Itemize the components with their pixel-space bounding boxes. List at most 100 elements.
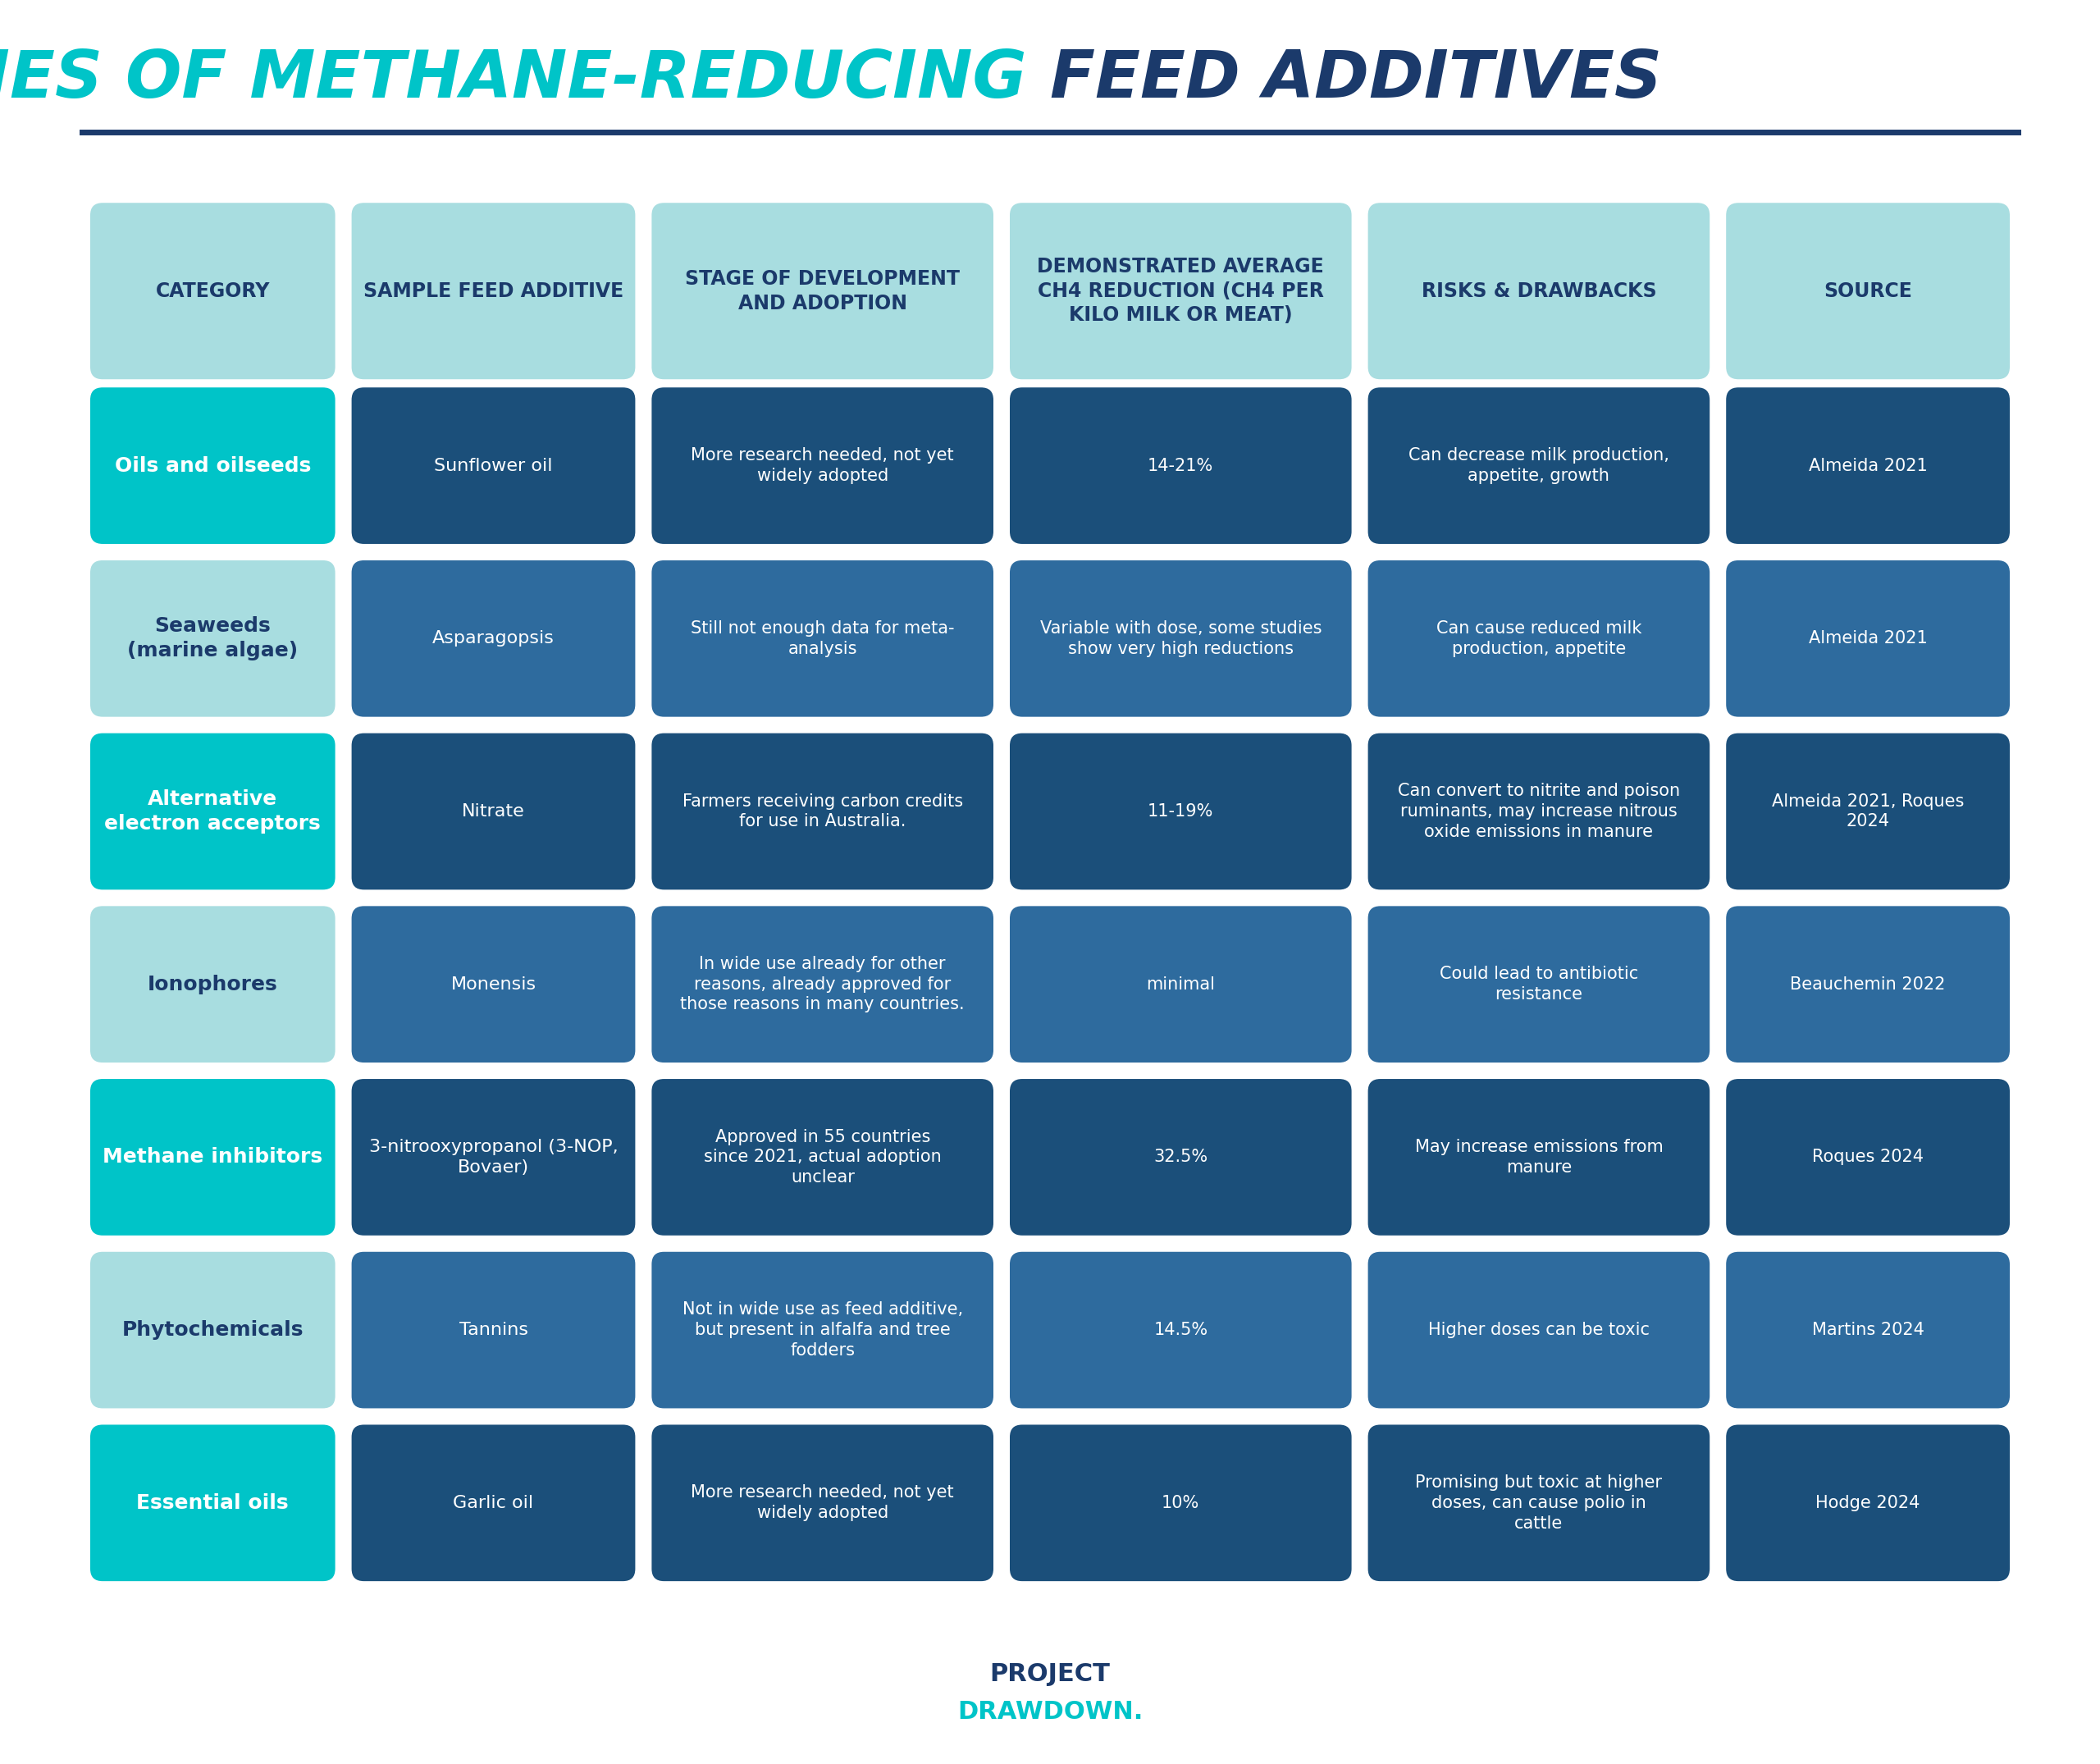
- Text: Hodge 2024: Hodge 2024: [1816, 1494, 1919, 1512]
- Text: Oils and oilseeds: Oils and oilseeds: [116, 455, 311, 476]
- Text: Garlic oil: Garlic oil: [454, 1494, 533, 1512]
- FancyBboxPatch shape: [90, 1080, 336, 1235]
- Text: Asparagopsis: Asparagopsis: [433, 630, 554, 647]
- FancyBboxPatch shape: [1726, 734, 2010, 889]
- FancyBboxPatch shape: [1367, 561, 1709, 716]
- FancyBboxPatch shape: [90, 561, 336, 716]
- Text: 14.5%: 14.5%: [1153, 1321, 1207, 1339]
- FancyBboxPatch shape: [651, 388, 993, 543]
- FancyBboxPatch shape: [90, 388, 336, 543]
- FancyBboxPatch shape: [1726, 1252, 2010, 1408]
- FancyBboxPatch shape: [1367, 203, 1709, 379]
- Text: Essential oils: Essential oils: [136, 1492, 290, 1514]
- FancyBboxPatch shape: [1010, 1252, 1352, 1408]
- FancyBboxPatch shape: [1010, 388, 1352, 543]
- Text: Beauchemin 2022: Beauchemin 2022: [1791, 975, 1945, 993]
- FancyBboxPatch shape: [351, 1425, 636, 1581]
- FancyBboxPatch shape: [1726, 561, 2010, 716]
- Text: Still not enough data for meta-
analysis: Still not enough data for meta- analysis: [691, 621, 953, 656]
- Text: Monensis: Monensis: [452, 975, 536, 993]
- Text: SOURCE: SOURCE: [1823, 280, 1913, 302]
- Text: Farmers receiving carbon credits
for use in Australia.: Farmers receiving carbon credits for use…: [682, 794, 964, 829]
- Text: Roques 2024: Roques 2024: [1812, 1148, 1924, 1166]
- Text: Can decrease milk production,
appetite, growth: Can decrease milk production, appetite, …: [1409, 448, 1670, 483]
- FancyBboxPatch shape: [1367, 1080, 1709, 1235]
- Text: 14-21%: 14-21%: [1149, 457, 1214, 475]
- Text: Methane inhibitors: Methane inhibitors: [103, 1147, 323, 1168]
- Text: Not in wide use as feed additive,
but present in alfalfa and tree
fodders: Not in wide use as feed additive, but pr…: [682, 1302, 964, 1358]
- Text: CATEGORIES OF METHANE-REDUCING: CATEGORIES OF METHANE-REDUCING: [0, 48, 1050, 111]
- Text: RISKS & DRAWBACKS: RISKS & DRAWBACKS: [1422, 280, 1657, 302]
- FancyBboxPatch shape: [1367, 734, 1709, 889]
- FancyBboxPatch shape: [90, 907, 336, 1062]
- Text: DRAWDOWN.: DRAWDOWN.: [958, 1700, 1142, 1723]
- Text: Can cause reduced milk
production, appetite: Can cause reduced milk production, appet…: [1436, 621, 1642, 656]
- Text: Tannins: Tannins: [460, 1321, 527, 1339]
- FancyBboxPatch shape: [651, 561, 993, 716]
- Text: 11-19%: 11-19%: [1149, 803, 1214, 820]
- Text: Almeida 2021: Almeida 2021: [1808, 457, 1928, 475]
- Text: Martins 2024: Martins 2024: [1812, 1321, 1924, 1339]
- Text: SAMPLE FEED ADDITIVE: SAMPLE FEED ADDITIVE: [363, 280, 624, 302]
- FancyBboxPatch shape: [1010, 203, 1352, 379]
- FancyBboxPatch shape: [90, 734, 336, 889]
- Text: More research needed, not yet
widely adopted: More research needed, not yet widely ado…: [691, 1485, 953, 1521]
- FancyBboxPatch shape: [351, 734, 636, 889]
- Text: DEMONSTRATED AVERAGE
CH4 REDUCTION (CH4 PER
KILO MILK OR MEAT): DEMONSTRATED AVERAGE CH4 REDUCTION (CH4 …: [1037, 258, 1325, 325]
- Text: May increase emissions from
manure: May increase emissions from manure: [1415, 1140, 1663, 1175]
- Text: Seaweeds
(marine algae): Seaweeds (marine algae): [128, 617, 298, 660]
- FancyBboxPatch shape: [1726, 1080, 2010, 1235]
- FancyBboxPatch shape: [1010, 561, 1352, 716]
- FancyBboxPatch shape: [351, 1252, 636, 1408]
- Text: Ionophores: Ionophores: [147, 974, 277, 995]
- FancyBboxPatch shape: [651, 203, 993, 379]
- FancyBboxPatch shape: [1010, 1080, 1352, 1235]
- FancyBboxPatch shape: [90, 1252, 336, 1408]
- FancyBboxPatch shape: [351, 561, 636, 716]
- Text: CATEGORY: CATEGORY: [155, 280, 271, 302]
- Text: Almeida 2021: Almeida 2021: [1808, 630, 1928, 647]
- Text: minimal: minimal: [1147, 975, 1216, 993]
- FancyBboxPatch shape: [1726, 1425, 2010, 1581]
- FancyBboxPatch shape: [1367, 1252, 1709, 1408]
- FancyBboxPatch shape: [1367, 1425, 1709, 1581]
- Text: 3-nitrooxypropanol (3-NOP,
Bovaer): 3-nitrooxypropanol (3-NOP, Bovaer): [370, 1140, 617, 1175]
- FancyBboxPatch shape: [90, 1425, 336, 1581]
- Text: Almeida 2021, Roques
2024: Almeida 2021, Roques 2024: [1772, 794, 1964, 829]
- Text: 32.5%: 32.5%: [1153, 1148, 1207, 1166]
- FancyBboxPatch shape: [1726, 203, 2010, 379]
- Text: In wide use already for other
reasons, already approved for
those reasons in man: In wide use already for other reasons, a…: [680, 956, 964, 1013]
- FancyBboxPatch shape: [1367, 907, 1709, 1062]
- Text: Sunflower oil: Sunflower oil: [435, 457, 552, 475]
- Text: Higher doses can be toxic: Higher doses can be toxic: [1428, 1321, 1651, 1339]
- Text: Can convert to nitrite and poison
ruminants, may increase nitrous
oxide emission: Can convert to nitrite and poison rumina…: [1399, 783, 1680, 840]
- Text: Nitrate: Nitrate: [462, 803, 525, 820]
- FancyBboxPatch shape: [1726, 388, 2010, 543]
- Text: Variable with dose, some studies
show very high reductions: Variable with dose, some studies show ve…: [1040, 621, 1321, 656]
- Text: STAGE OF DEVELOPMENT
AND ADOPTION: STAGE OF DEVELOPMENT AND ADOPTION: [685, 270, 960, 312]
- FancyBboxPatch shape: [1010, 1425, 1352, 1581]
- FancyBboxPatch shape: [651, 1080, 993, 1235]
- FancyBboxPatch shape: [351, 203, 636, 379]
- FancyBboxPatch shape: [351, 907, 636, 1062]
- FancyBboxPatch shape: [90, 203, 336, 379]
- FancyBboxPatch shape: [651, 734, 993, 889]
- FancyBboxPatch shape: [1726, 907, 2010, 1062]
- FancyBboxPatch shape: [651, 1425, 993, 1581]
- Text: Alternative
electron acceptors: Alternative electron acceptors: [105, 790, 321, 833]
- Text: PROJECT: PROJECT: [989, 1662, 1111, 1686]
- FancyBboxPatch shape: [651, 907, 993, 1062]
- Text: Promising but toxic at higher
doses, can cause polio in
cattle: Promising but toxic at higher doses, can…: [1415, 1475, 1663, 1531]
- Text: Phytochemicals: Phytochemicals: [122, 1319, 304, 1341]
- FancyBboxPatch shape: [1367, 388, 1709, 543]
- FancyBboxPatch shape: [351, 388, 636, 543]
- FancyBboxPatch shape: [1010, 734, 1352, 889]
- FancyBboxPatch shape: [651, 1252, 993, 1408]
- Text: Approved in 55 countries
since 2021, actual adoption
unclear: Approved in 55 countries since 2021, act…: [704, 1129, 941, 1185]
- Text: FEED ADDITIVES: FEED ADDITIVES: [1050, 48, 1661, 111]
- Text: More research needed, not yet
widely adopted: More research needed, not yet widely ado…: [691, 448, 953, 483]
- Text: Could lead to antibiotic
resistance: Could lead to antibiotic resistance: [1438, 967, 1638, 1002]
- FancyBboxPatch shape: [351, 1080, 636, 1235]
- Text: 10%: 10%: [1161, 1494, 1199, 1512]
- FancyBboxPatch shape: [1010, 907, 1352, 1062]
